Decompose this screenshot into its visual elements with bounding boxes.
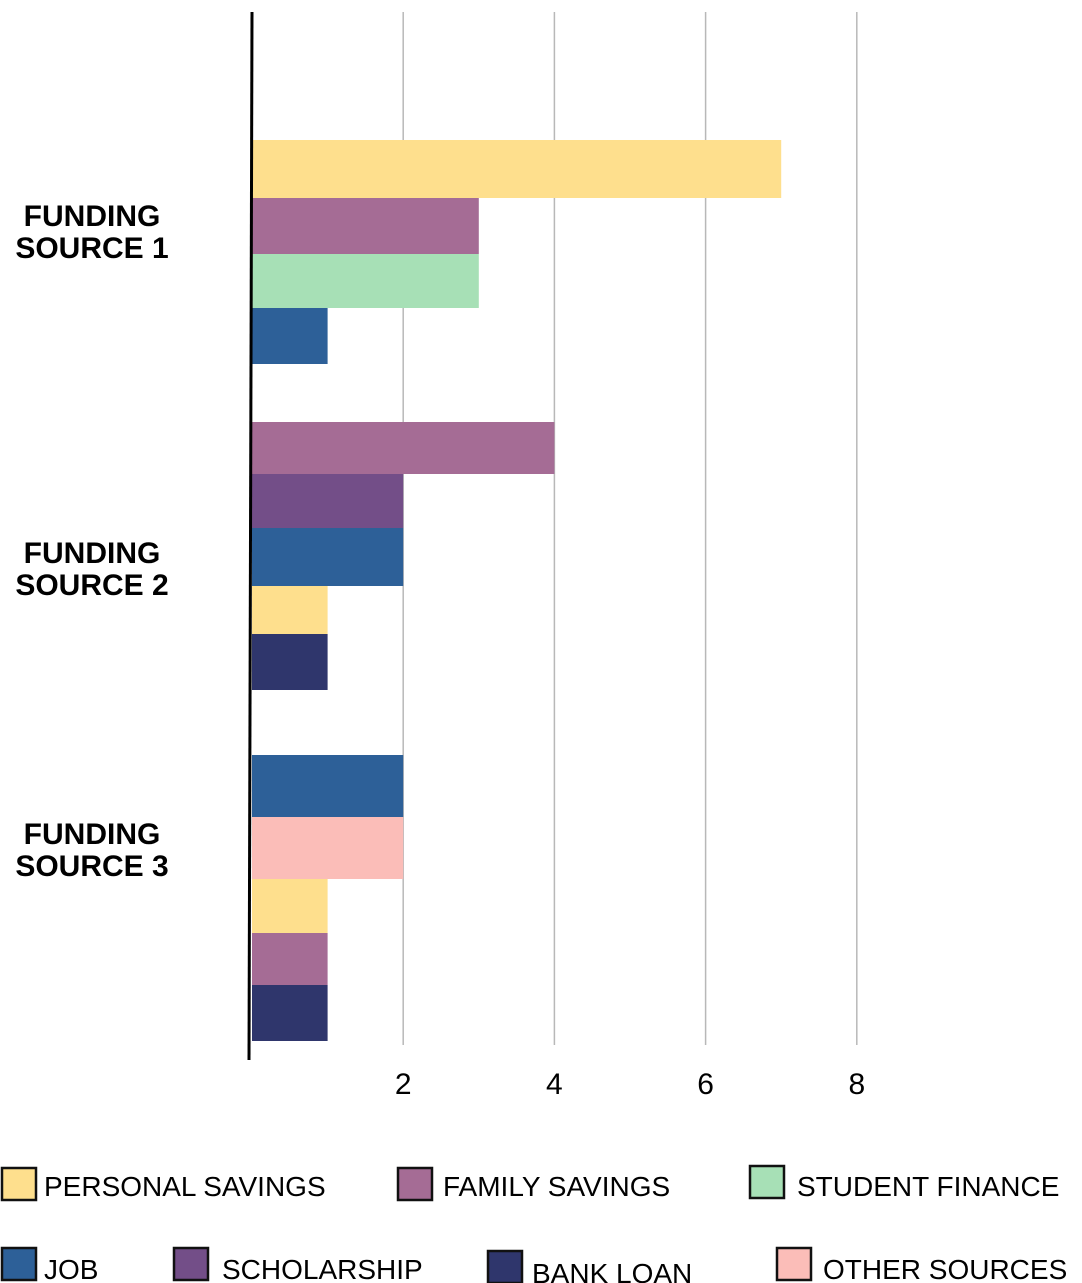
bars xyxy=(252,140,782,1041)
legend-swatch-job xyxy=(0,1246,38,1282)
x-axis-tick-labels: 2 4 6 8 xyxy=(395,1068,865,1101)
bar-funding-source-3-other-sources xyxy=(252,817,404,879)
bar-funding-source-1-personal-savings xyxy=(252,140,782,198)
legend: PERSONAL SAVINGS FAMILY SAVINGS STUDENT FI… xyxy=(0,1164,1067,1283)
bar-funding-source-2-personal-savings xyxy=(252,586,328,634)
legend-swatch-bank-loan xyxy=(486,1249,524,1283)
bar-funding-source-2-family-savings xyxy=(252,422,555,474)
y-axis-line xyxy=(247,11,254,1061)
x-tick-label: 4 xyxy=(546,1068,563,1101)
bar-funding-source-3-job xyxy=(252,755,404,817)
category-label: FUNDING SOURCE 2 xyxy=(15,537,168,602)
legend-label-family-savings: FAMILY SAVINGS xyxy=(443,1171,670,1202)
legend-swatch-personal-savings xyxy=(0,1166,38,1202)
legend-swatch-other-sources xyxy=(775,1246,813,1282)
category-labels: FUNDING SOURCE 1 FUNDING SOURCE 2 FUNDING SOU… xyxy=(15,200,168,883)
legend-label-bank-loan: BANK LOAN xyxy=(532,1258,692,1283)
bar-funding-source-2-bank-loan xyxy=(252,634,328,690)
bar-funding-source-1-family-savings xyxy=(252,198,479,254)
legend-swatch-scholarship xyxy=(172,1246,210,1282)
category-label: FUNDING SOURCE 1 xyxy=(15,200,168,265)
bar-funding-source-3-bank-loan xyxy=(252,985,328,1041)
bar-funding-source-2-job xyxy=(252,528,404,586)
bar-funding-source-3-family-savings xyxy=(252,933,328,985)
category-label: FUNDING SOURCE 3 xyxy=(15,818,168,883)
legend-label-job: JOB xyxy=(44,1254,98,1283)
x-tick-label: 8 xyxy=(848,1068,865,1101)
bar-funding-source-1-student-finance xyxy=(252,254,479,308)
legend-label-personal-savings: PERSONAL SAVINGS xyxy=(44,1171,326,1202)
legend-swatch-family-savings xyxy=(396,1166,434,1202)
x-tick-label: 2 xyxy=(395,1068,412,1101)
bar-funding-source-1-job xyxy=(252,308,328,364)
legend-swatch-student-finance xyxy=(748,1164,786,1200)
bar-funding-source-2-scholarship xyxy=(252,474,404,528)
bar-funding-source-3-personal-savings xyxy=(252,879,328,933)
legend-label-scholarship: SCHOLARSHIP xyxy=(222,1254,423,1283)
legend-label-other-sources: OTHER SOURCES xyxy=(823,1254,1067,1283)
x-tick-label: 6 xyxy=(697,1068,714,1101)
legend-label-student-finance: STUDENT FINANCE xyxy=(797,1171,1059,1202)
